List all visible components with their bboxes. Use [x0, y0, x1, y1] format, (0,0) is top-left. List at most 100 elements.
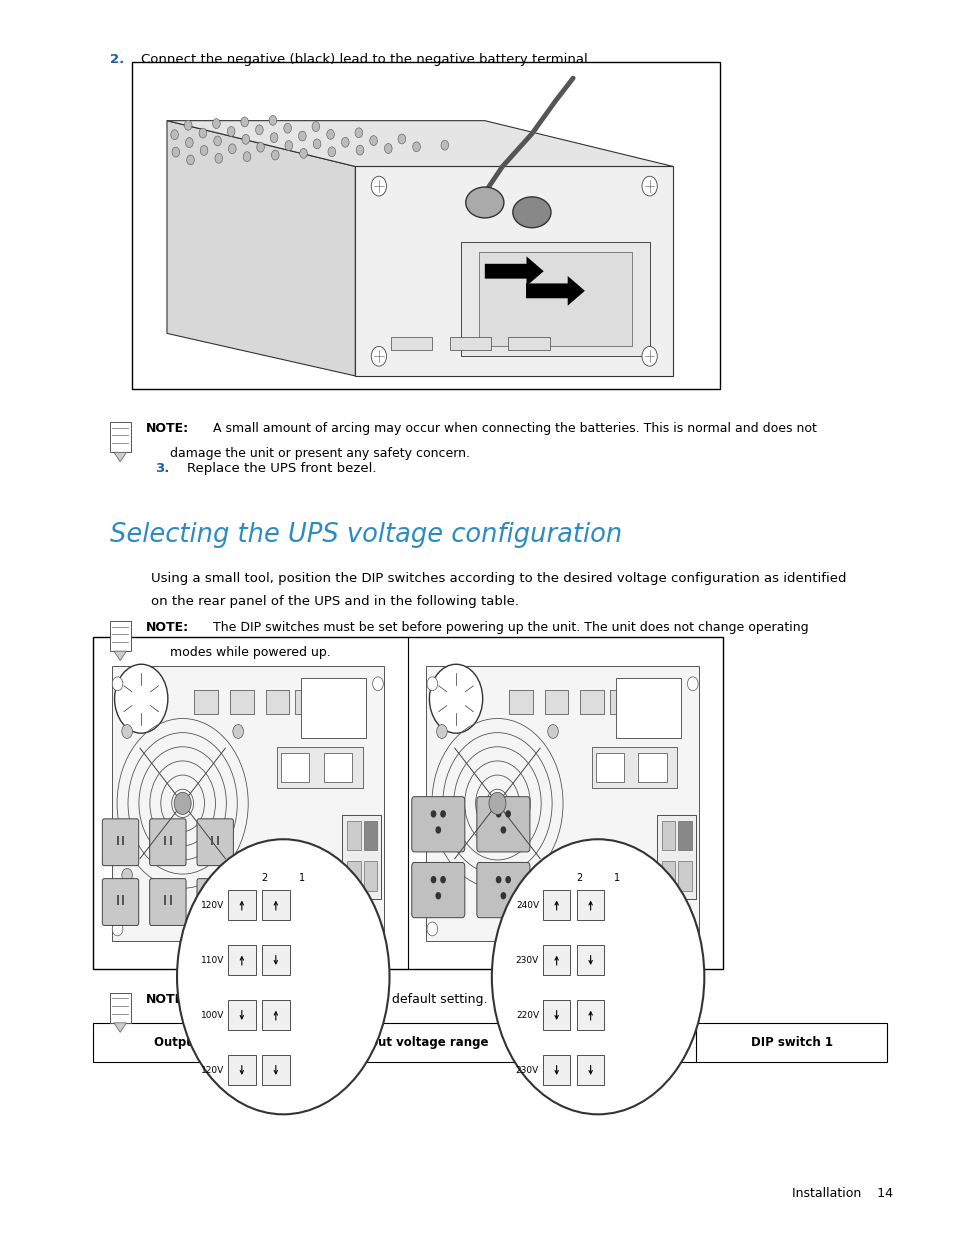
FancyBboxPatch shape [102, 819, 138, 866]
FancyBboxPatch shape [164, 836, 166, 846]
Circle shape [505, 810, 511, 818]
Circle shape [122, 725, 132, 739]
Circle shape [172, 147, 179, 157]
Circle shape [327, 130, 335, 140]
FancyBboxPatch shape [661, 861, 675, 890]
Circle shape [185, 137, 193, 147]
FancyBboxPatch shape [542, 1000, 570, 1030]
Text: Using a small tool, position the DIP switches according to the desired voltage c: Using a small tool, position the DIP swi… [151, 572, 845, 585]
FancyBboxPatch shape [412, 862, 464, 918]
FancyBboxPatch shape [93, 1023, 886, 1062]
FancyBboxPatch shape [342, 815, 380, 899]
FancyBboxPatch shape [638, 753, 666, 782]
FancyBboxPatch shape [678, 821, 691, 851]
FancyBboxPatch shape [657, 815, 695, 899]
Circle shape [355, 128, 362, 138]
Polygon shape [525, 275, 584, 305]
Circle shape [492, 840, 703, 1114]
FancyBboxPatch shape [170, 836, 172, 846]
FancyBboxPatch shape [390, 337, 432, 350]
FancyBboxPatch shape [132, 62, 720, 389]
Text: 100V: 100V [201, 1010, 224, 1020]
FancyBboxPatch shape [609, 690, 633, 714]
Circle shape [429, 664, 482, 734]
Polygon shape [113, 452, 127, 462]
Circle shape [440, 141, 448, 151]
Polygon shape [167, 121, 673, 167]
Text: 120V: 120V [201, 900, 224, 910]
Circle shape [397, 135, 405, 144]
FancyBboxPatch shape [164, 895, 166, 905]
FancyBboxPatch shape [116, 836, 118, 846]
Circle shape [233, 868, 243, 882]
Text: The DIP switches must be set before powering up the unit. The unit does not chan: The DIP switches must be set before powe… [213, 621, 807, 635]
Circle shape [177, 840, 389, 1114]
Circle shape [272, 151, 279, 161]
FancyBboxPatch shape [542, 1055, 570, 1086]
Text: 110V: 110V [201, 956, 224, 965]
Circle shape [370, 136, 377, 146]
Text: damage the unit or present any safety concern.: damage the unit or present any safety co… [170, 447, 469, 461]
FancyBboxPatch shape [112, 666, 383, 941]
FancyBboxPatch shape [262, 1055, 290, 1086]
FancyBboxPatch shape [262, 890, 290, 920]
Circle shape [269, 115, 276, 125]
Polygon shape [355, 167, 673, 375]
FancyBboxPatch shape [228, 945, 255, 976]
FancyBboxPatch shape [323, 753, 352, 782]
Circle shape [174, 793, 191, 814]
FancyBboxPatch shape [197, 819, 233, 866]
FancyBboxPatch shape [577, 890, 604, 920]
Text: 2: 2 [576, 873, 581, 883]
Circle shape [298, 131, 306, 141]
FancyBboxPatch shape [461, 242, 649, 357]
FancyBboxPatch shape [212, 836, 213, 846]
FancyBboxPatch shape [110, 993, 131, 1023]
Text: NOTE:: NOTE: [146, 993, 189, 1007]
Circle shape [214, 153, 222, 163]
Circle shape [641, 347, 657, 366]
Text: Connect the negative (black) lead to the negative battery terminal.: Connect the negative (black) lead to the… [141, 53, 592, 67]
Circle shape [227, 126, 234, 136]
FancyBboxPatch shape [592, 747, 677, 788]
Text: NOTE:: NOTE: [146, 621, 189, 635]
FancyBboxPatch shape [678, 861, 691, 890]
Polygon shape [113, 1023, 127, 1032]
FancyBboxPatch shape [93, 637, 722, 969]
FancyBboxPatch shape [478, 252, 631, 347]
Circle shape [200, 146, 208, 156]
FancyBboxPatch shape [122, 836, 124, 846]
Circle shape [435, 826, 440, 834]
FancyBboxPatch shape [363, 861, 376, 890]
Circle shape [687, 677, 698, 690]
Circle shape [242, 135, 250, 144]
Circle shape [184, 120, 192, 130]
Text: on the rear panel of the UPS and in the following table.: on the rear panel of the UPS and in the … [151, 595, 518, 609]
Circle shape [427, 677, 437, 690]
Circle shape [213, 136, 221, 146]
FancyBboxPatch shape [661, 821, 675, 851]
Text: 2: 2 [261, 873, 267, 883]
FancyBboxPatch shape [230, 690, 253, 714]
FancyBboxPatch shape [228, 1000, 255, 1030]
Circle shape [285, 141, 293, 151]
FancyBboxPatch shape [197, 878, 233, 925]
Text: DIP switch 1: DIP switch 1 [750, 1036, 832, 1049]
FancyBboxPatch shape [217, 895, 219, 905]
Circle shape [439, 876, 445, 883]
Text: DIP switch 2: DIP switch 2 [572, 1036, 654, 1049]
Circle shape [435, 892, 440, 899]
Circle shape [413, 142, 420, 152]
Text: 3.: 3. [155, 462, 170, 475]
Text: An asterisk (*) indicates the default setting.: An asterisk (*) indicates the default se… [213, 993, 487, 1007]
FancyBboxPatch shape [449, 337, 490, 350]
Circle shape [114, 664, 168, 734]
FancyBboxPatch shape [542, 890, 570, 920]
FancyBboxPatch shape [595, 753, 623, 782]
Text: 1: 1 [299, 873, 305, 883]
Ellipse shape [513, 196, 551, 227]
Circle shape [171, 130, 178, 140]
Text: 240V: 240V [516, 900, 538, 910]
Circle shape [547, 725, 558, 739]
Circle shape [430, 810, 436, 818]
